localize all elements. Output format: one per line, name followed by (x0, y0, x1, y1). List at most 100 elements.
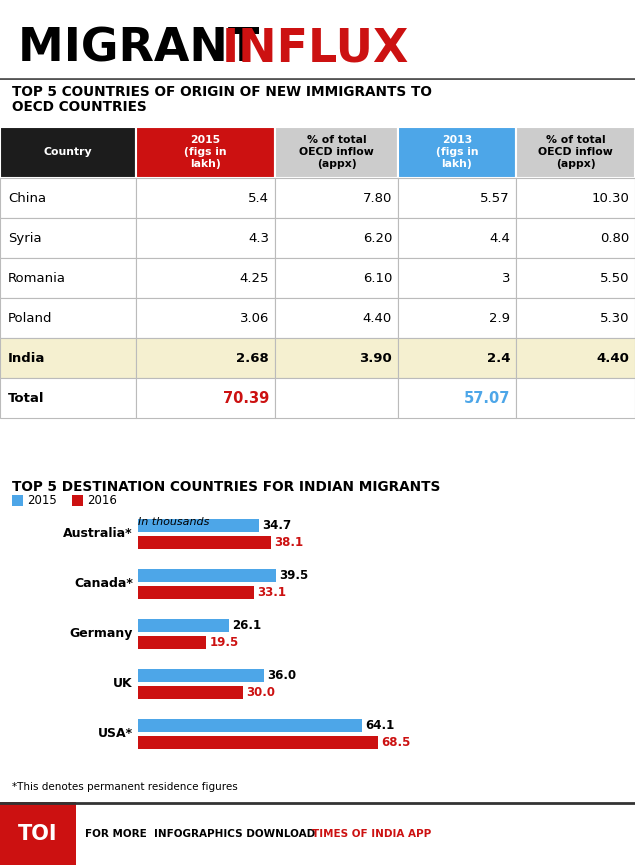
Bar (275, 178, 398, 218)
Bar (0, 298, 136, 338)
Bar (138, 669, 264, 682)
Text: 2016: 2016 (87, 494, 117, 507)
Text: 64.1: 64.1 (365, 719, 394, 732)
Text: 38.1: 38.1 (274, 536, 304, 549)
Text: Canada*: Canada* (74, 578, 133, 591)
Text: 4.25: 4.25 (239, 272, 269, 285)
Bar (398, 178, 516, 218)
Text: 0.80: 0.80 (599, 232, 629, 245)
Text: UK: UK (114, 677, 133, 690)
Text: TOI: TOI (18, 824, 58, 844)
Text: 6.10: 6.10 (363, 272, 392, 285)
Bar (138, 636, 206, 649)
Bar (72, 495, 83, 506)
Text: 4.3: 4.3 (248, 232, 269, 245)
Bar (0, 802, 76, 865)
Text: 2015
(figs in
lakh): 2015 (figs in lakh) (184, 136, 227, 170)
Bar (0, 126, 136, 178)
Text: 2.68: 2.68 (236, 352, 269, 365)
Text: 5.57: 5.57 (480, 192, 510, 205)
Text: % of total
OECD inflow
(appx): % of total OECD inflow (appx) (299, 136, 374, 170)
Text: FOR MORE  INFOGRAPHICS DOWNLOAD: FOR MORE INFOGRAPHICS DOWNLOAD (85, 829, 315, 839)
Bar (275, 259, 398, 298)
Text: 70.39: 70.39 (223, 391, 269, 406)
Text: 19.5: 19.5 (210, 636, 239, 649)
Text: 3: 3 (502, 272, 510, 285)
Bar (136, 126, 275, 178)
Text: In thousands: In thousands (138, 517, 210, 527)
Bar (398, 338, 516, 378)
Text: Romania: Romania (8, 272, 66, 285)
Bar (138, 719, 363, 732)
Bar (138, 569, 276, 582)
Bar (138, 686, 243, 699)
Text: 2015: 2015 (27, 494, 57, 507)
Bar (138, 619, 229, 632)
Text: Australia*: Australia* (64, 528, 133, 541)
Text: 30.0: 30.0 (246, 686, 275, 699)
Text: India: India (8, 352, 45, 365)
Bar (136, 178, 275, 218)
Text: Total: Total (8, 392, 44, 405)
Text: MIGRANT: MIGRANT (18, 27, 275, 72)
Text: *This denotes permanent residence figures: *This denotes permanent residence figure… (12, 782, 237, 791)
Bar (516, 126, 635, 178)
Text: 6.20: 6.20 (363, 232, 392, 245)
Bar (0, 338, 136, 378)
Text: 4.40: 4.40 (596, 352, 629, 365)
Text: Country: Country (44, 147, 92, 157)
Text: INFLUX: INFLUX (222, 27, 410, 72)
Bar (136, 298, 275, 338)
Bar (138, 536, 271, 549)
Bar (275, 218, 398, 259)
Text: TOP 5 COUNTRIES OF ORIGIN OF NEW IMMIGRANTS TO: TOP 5 COUNTRIES OF ORIGIN OF NEW IMMIGRA… (12, 85, 432, 99)
Text: 26.1: 26.1 (232, 619, 262, 632)
Text: 4.40: 4.40 (363, 311, 392, 324)
Bar (138, 736, 378, 749)
Text: 5.30: 5.30 (599, 311, 629, 324)
Bar (516, 298, 635, 338)
Text: TIMES OF INDIA APP: TIMES OF INDIA APP (312, 829, 431, 839)
Bar (398, 126, 516, 178)
Text: 4.4: 4.4 (489, 232, 510, 245)
Bar (0, 218, 136, 259)
Text: Germany: Germany (70, 627, 133, 640)
Bar (0, 378, 136, 418)
Bar (398, 378, 516, 418)
Bar (516, 178, 635, 218)
Bar (136, 378, 275, 418)
Bar (138, 586, 254, 599)
Bar (275, 298, 398, 338)
Text: 5.50: 5.50 (599, 272, 629, 285)
Bar (516, 218, 635, 259)
Bar (136, 218, 275, 259)
Bar (516, 259, 635, 298)
Text: % of total
OECD inflow
(appx): % of total OECD inflow (appx) (538, 136, 613, 170)
Text: TOP 5 DESTINATION COUNTRIES FOR INDIAN MIGRANTS: TOP 5 DESTINATION COUNTRIES FOR INDIAN M… (12, 480, 441, 494)
Bar (12, 495, 23, 506)
Bar (516, 378, 635, 418)
Bar (516, 338, 635, 378)
Text: 7.80: 7.80 (363, 192, 392, 205)
Text: 10.30: 10.30 (591, 192, 629, 205)
Text: OECD COUNTRIES: OECD COUNTRIES (12, 99, 147, 113)
Text: 34.7: 34.7 (262, 519, 291, 532)
Text: 2.4: 2.4 (486, 352, 510, 365)
Text: Poland: Poland (8, 311, 53, 324)
Bar (275, 338, 398, 378)
Bar (398, 259, 516, 298)
Text: 2013
(figs in
lakh): 2013 (figs in lakh) (436, 136, 478, 170)
Bar (136, 259, 275, 298)
Text: China: China (8, 192, 46, 205)
Bar (0, 259, 136, 298)
Text: 3.90: 3.90 (359, 352, 392, 365)
Bar (0, 178, 136, 218)
Text: 39.5: 39.5 (279, 569, 309, 582)
Text: 33.1: 33.1 (257, 586, 286, 599)
Bar (275, 378, 398, 418)
Bar (138, 519, 260, 532)
Text: 2.9: 2.9 (489, 311, 510, 324)
Bar (398, 218, 516, 259)
Text: 5.4: 5.4 (248, 192, 269, 205)
Text: 3.06: 3.06 (239, 311, 269, 324)
